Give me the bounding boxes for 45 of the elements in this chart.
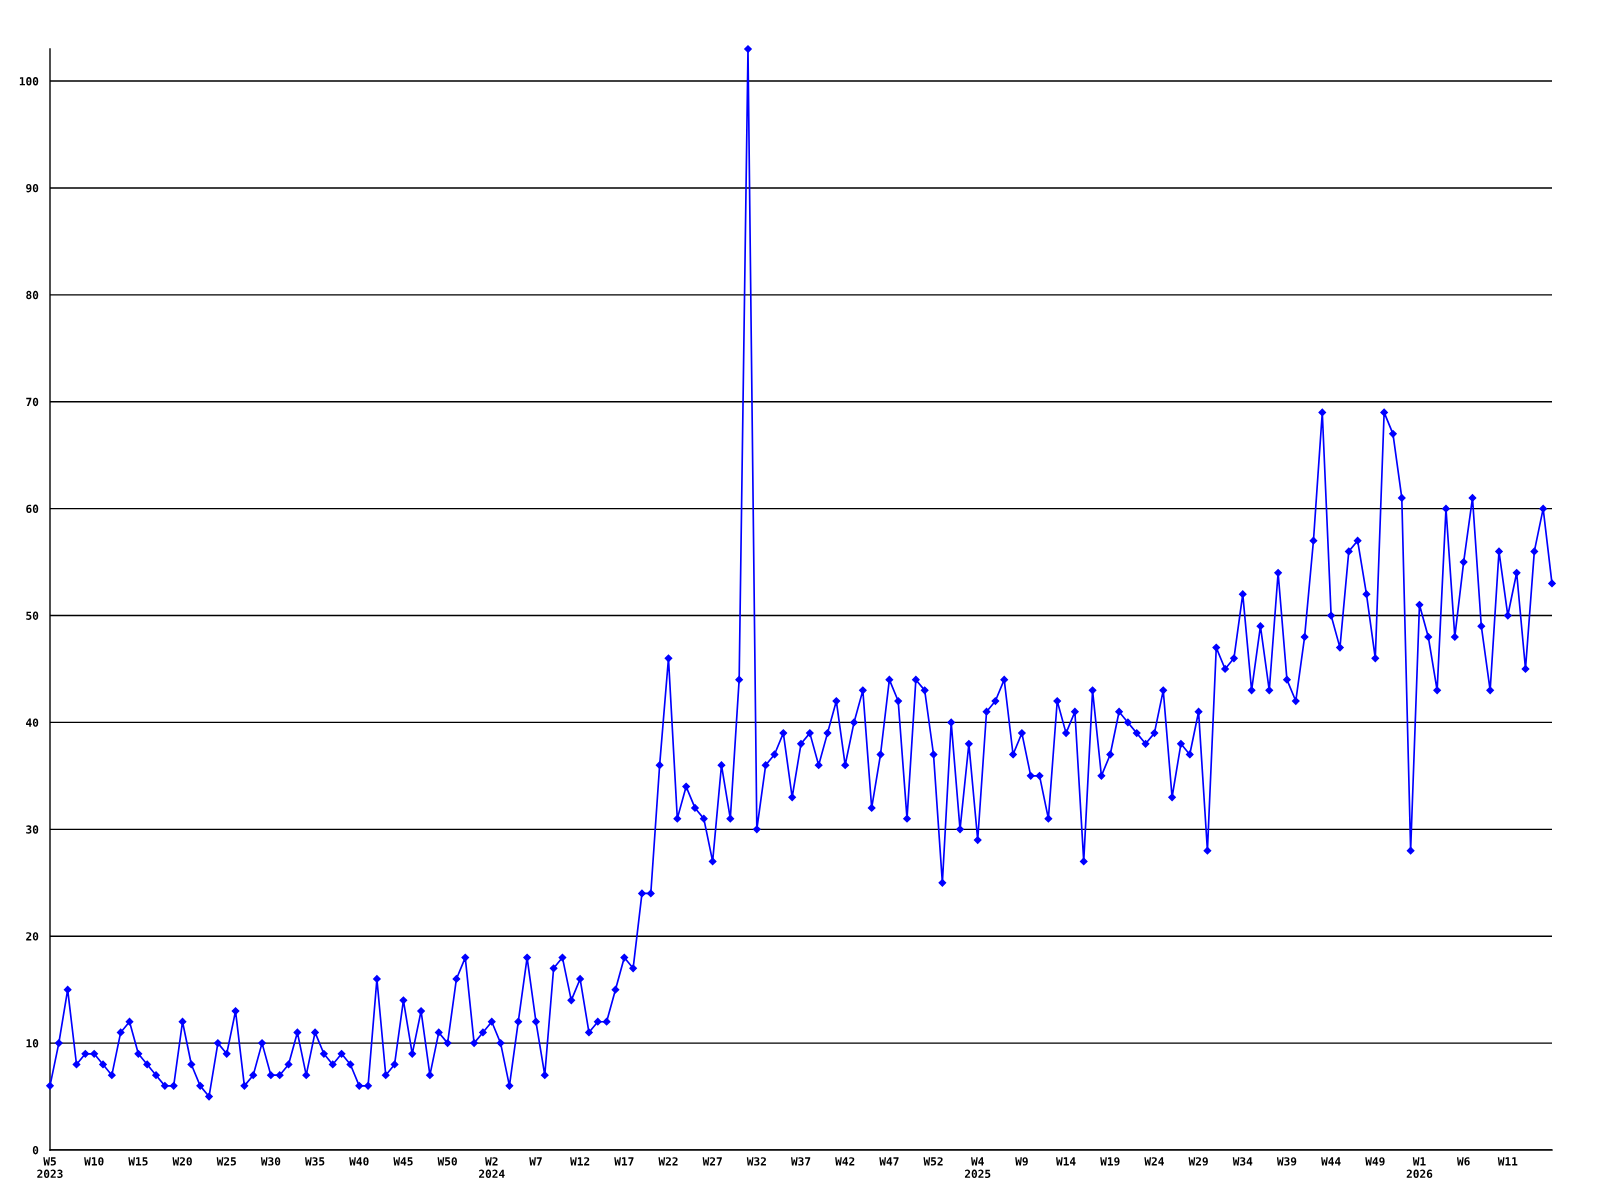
x-tick-label: W34 <box>1232 1157 1253 1166</box>
x-tick-label: W45 <box>393 1157 413 1166</box>
x-tick-label: W14 <box>1056 1157 1076 1166</box>
x-tick-label: W5 2023 <box>37 1157 63 1178</box>
x-tick-label: W47 <box>879 1157 899 1166</box>
x-tick-label: W37 <box>790 1157 811 1166</box>
y-tick-label: 20 <box>26 932 39 941</box>
x-tick-label: W25 <box>216 1157 236 1166</box>
x-tick-label: W35 <box>305 1157 325 1166</box>
y-tick-label: 70 <box>26 397 39 407</box>
x-tick-label: W1 2026 <box>1406 1157 1433 1178</box>
x-tick-label: W52 <box>923 1157 943 1166</box>
x-tick-label: W50 <box>437 1157 457 1166</box>
y-tick-label: 80 <box>26 290 39 300</box>
x-tick-label: W40 <box>349 1157 369 1166</box>
x-tick-label: W7 <box>529 1157 542 1166</box>
x-tick-label: W39 <box>1276 1157 1297 1166</box>
x-tick-label: W44 <box>1321 1157 1341 1166</box>
x-tick-label: W30 <box>260 1157 281 1166</box>
x-tick-label: W22 <box>658 1157 678 1166</box>
x-tick-label: W49 <box>1365 1157 1385 1166</box>
x-tick-label: W32 <box>746 1157 766 1166</box>
y-tick-label: 40 <box>26 718 39 727</box>
x-tick-label: W11 <box>1497 1157 1518 1166</box>
x-tick-label: W4 2025 <box>964 1157 991 1178</box>
x-tick-label: W27 <box>702 1157 722 1166</box>
x-tick-label: W17 <box>614 1157 634 1166</box>
x-tick-label: W12 <box>570 1157 590 1166</box>
x-tick-label: W24 <box>1144 1157 1164 1166</box>
x-tick-label: W15 <box>128 1157 148 1166</box>
x-tick-label: W10 <box>84 1157 104 1166</box>
y-tick-label: 10 <box>26 1039 39 1048</box>
y-tick-label: 30 <box>26 825 39 834</box>
y-tick-label: 100 <box>19 77 39 86</box>
y-tick-label: 60 <box>26 504 39 514</box>
y-tick-label: 50 <box>26 611 39 620</box>
x-tick-label: W42 <box>835 1157 855 1166</box>
x-tick-label: W9 <box>1015 1157 1028 1166</box>
x-tick-label: W29 <box>1188 1157 1208 1166</box>
x-tick-label: W20 <box>172 1157 192 1166</box>
x-tick-label: W19 <box>1100 1157 1120 1166</box>
x-tick-label: W2 2024 <box>479 1157 505 1178</box>
y-tick-label: 90 <box>26 183 39 193</box>
x-tick-label: W6 <box>1456 1157 1470 1166</box>
y-tick-label: 0 <box>32 1145 39 1155</box>
